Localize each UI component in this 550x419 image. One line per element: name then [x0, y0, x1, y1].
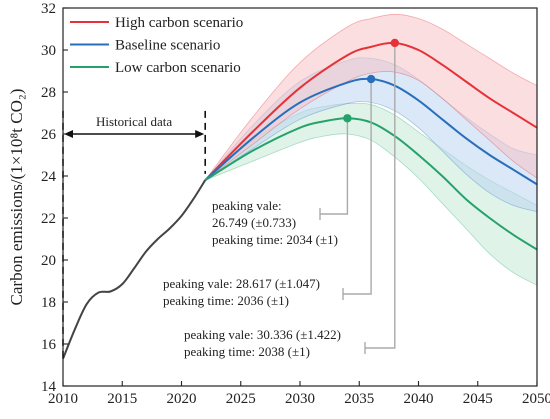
y-tick-label-30: 30 [41, 43, 56, 59]
legend-entry-low-carbon-scenario: Low carbon scenario [115, 60, 241, 76]
y-tick-label-28: 28 [41, 85, 56, 101]
x-tick-label-2050: 2050 [522, 391, 550, 407]
x-tick-label-2010: 2010 [48, 391, 78, 407]
annotation-leaders [319, 46, 396, 354]
peak-markers [343, 38, 399, 123]
y-tick-label-14: 14 [41, 379, 57, 395]
historical-arrow-left-head [64, 130, 73, 138]
annotation-low-carbon-scenario-line-1: peaking vale: [212, 198, 282, 213]
line-high-carbon-scenario [204, 41, 538, 181]
peak-marker-low-carbon-scenario [343, 114, 352, 123]
x-tick-label-2025: 2025 [226, 391, 256, 407]
historical-arrow-right-head [195, 130, 205, 138]
historical-marker: Historical data [62, 110, 206, 363]
annotation-low-carbon-scenario-line-3: peaking time: 2034 (±1) [212, 232, 338, 247]
y-axis-title: Carbon emissions/(1×10⁸t CO₂) [7, 89, 26, 306]
historical-line [62, 179, 207, 360]
y-tick-label-22: 22 [41, 211, 56, 227]
x-tick-label-2020: 2020 [167, 391, 197, 407]
x-tick-label-2045: 2045 [463, 391, 493, 407]
historical-data-label: Historical data [96, 114, 172, 129]
x-tick-label-2015: 2015 [107, 391, 137, 407]
peak-marker-baseline-scenario [366, 74, 376, 84]
leader-high-carbon-scenario [365, 46, 396, 349]
axes: 2010 2015 2020 2025 2030 2035 2040 2045 20501416… [7, 1, 550, 407]
leader-baseline-scenario [343, 83, 372, 295]
x-tick-label-2030: 2030 [285, 391, 315, 407]
leader-low-carbon-scenario [320, 122, 349, 215]
line-baseline-scenario [204, 77, 538, 186]
annotation-low-carbon-scenario-line-2: 26.749 (±0.733) [212, 215, 296, 230]
y-tick-label-24: 24 [41, 169, 57, 185]
annotation-high-carbon-scenario-line-2: peaking time: 2038 (±1) [184, 344, 310, 359]
y-tick-label-32: 32 [41, 1, 56, 17]
y-tick-label-26: 26 [41, 127, 57, 143]
annotation-baseline-scenario-line-1: peaking vale: 28.617 (±1.047) [163, 276, 320, 291]
y-tick-label-20: 20 [41, 253, 56, 269]
y-tick-label-16: 16 [41, 337, 57, 353]
annotation-baseline-scenario-line-2: peaking time: 2036 (±1) [163, 293, 289, 308]
y-tick-label-18: 18 [41, 295, 56, 311]
x-tick-label-2035: 2035 [344, 391, 374, 407]
annotations: peaking vale: 26.749 (±0.733) peaking time… [163, 198, 341, 359]
legend: High carbon scenario Baseline scenario Low… [70, 15, 243, 76]
historical-series [62, 179, 207, 360]
annotation-high-carbon-scenario-line-1: peaking vale: 30.336 (±1.422) [184, 327, 341, 342]
legend-entry-high-carbon-scenario: High carbon scenario [115, 15, 243, 31]
legend-entry-baseline-scenario: Baseline scenario [115, 38, 220, 54]
peak-marker-high-carbon-scenario [390, 38, 399, 48]
x-tick-label-2040: 2040 [404, 391, 434, 407]
